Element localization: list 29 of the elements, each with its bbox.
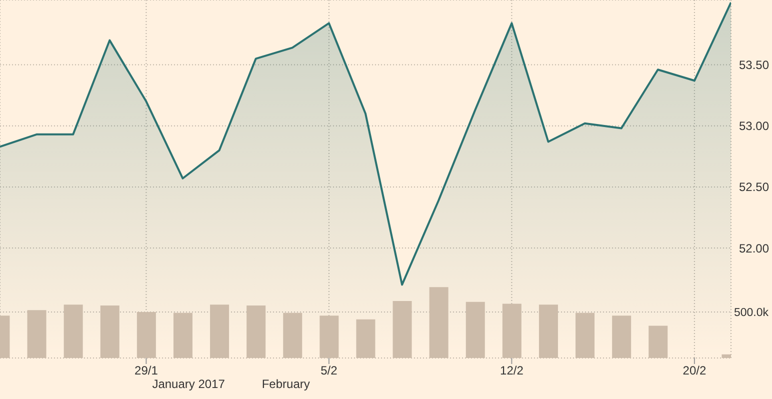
bar — [27, 310, 46, 358]
bar — [283, 312, 302, 358]
bar — [210, 304, 230, 358]
y2-tick-label: 500.0k — [734, 306, 769, 319]
bar — [356, 319, 376, 358]
y-tick-label: 52.00 — [739, 241, 770, 256]
bar — [466, 302, 485, 358]
bar — [538, 304, 558, 358]
bar — [612, 316, 632, 358]
bar — [136, 312, 156, 358]
bar — [64, 304, 83, 358]
bar — [392, 300, 412, 358]
bar — [502, 304, 522, 358]
text: February — [262, 377, 310, 391]
x-tick-label: 5/2 — [320, 364, 338, 378]
y-tick-label: 53.50 — [739, 58, 770, 72]
x-tick-label: 29/1 — [134, 364, 158, 378]
bar — [576, 312, 595, 358]
text: January 2017 — [152, 377, 225, 391]
bar — [100, 306, 120, 358]
bar — [246, 306, 266, 358]
bar — [648, 326, 668, 358]
y-tick-label: 53.00 — [739, 119, 770, 134]
y-tick-label: 52.50 — [739, 180, 770, 194]
x-tick-label: 20/2 — [682, 364, 706, 378]
bar — [173, 312, 192, 358]
x-tick-label: 12/2 — [500, 364, 524, 378]
bar — [429, 287, 448, 358]
bar — [320, 316, 339, 358]
